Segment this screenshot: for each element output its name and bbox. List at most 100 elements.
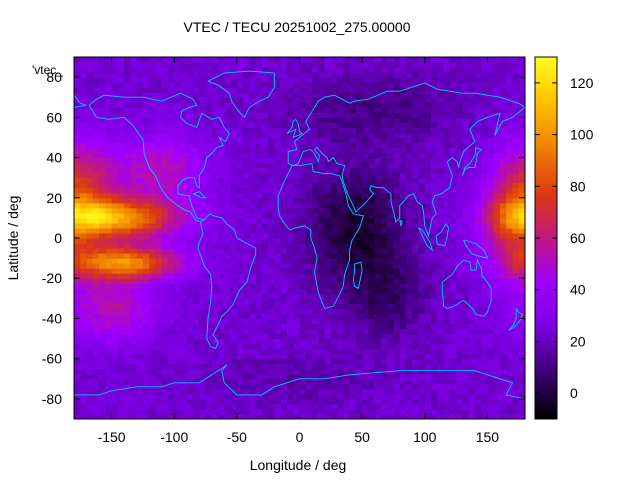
heatmap-cell: [312, 318, 319, 325]
heatmap-cell: [355, 268, 363, 274]
heatmap-cell: [293, 388, 301, 395]
heatmap-cell: [268, 107, 276, 113]
heatmap-cell: [468, 373, 476, 380]
heatmap-cell: [86, 147, 94, 154]
heatmap-cell: [180, 87, 188, 93]
heatmap-cell: [380, 187, 388, 194]
heatmap-cell: [405, 57, 413, 63]
heatmap-cell: [105, 67, 113, 73]
heatmap-cell: [443, 137, 451, 144]
heatmap-cell: [399, 227, 407, 234]
heatmap-cell: [330, 398, 338, 405]
heatmap-cell: [399, 343, 407, 350]
heatmap-cell: [299, 373, 307, 380]
heatmap-cell: [324, 358, 332, 365]
heatmap-cell: [268, 222, 276, 229]
heatmap-cell: [218, 303, 225, 309]
heatmap-cell: [186, 192, 194, 199]
heatmap-cell: [268, 157, 276, 164]
heatmap-cell: [186, 62, 194, 68]
heatmap-cell: [312, 238, 319, 244]
heatmap-cell: [124, 67, 131, 73]
heatmap-cell: [368, 132, 376, 139]
heatmap-cell: [130, 77, 138, 83]
heatmap-cell: [255, 137, 263, 144]
heatmap-cell: [493, 263, 501, 269]
heatmap-cell: [330, 288, 338, 294]
heatmap-cell: [474, 323, 482, 330]
heatmap-cell: [205, 348, 213, 355]
heatmap-cell: [443, 353, 451, 360]
heatmap-cell: [268, 122, 276, 128]
heatmap-cell: [355, 253, 363, 259]
heatmap-cell: [493, 358, 501, 365]
heatmap-cell: [136, 202, 144, 209]
heatmap-cell: [481, 368, 489, 375]
heatmap-cell: [487, 187, 495, 194]
heatmap-cell: [193, 253, 200, 259]
heatmap-cell: [456, 182, 463, 189]
heatmap-cell: [481, 348, 489, 355]
heatmap-cell: [211, 268, 219, 274]
heatmap-cell: [86, 72, 94, 78]
heatmap-cell: [374, 132, 382, 139]
heatmap-cell: [286, 298, 294, 304]
heatmap-cell: [286, 358, 294, 365]
heatmap-cell: [443, 363, 451, 370]
heatmap-cell: [380, 222, 388, 229]
heatmap-cell: [449, 393, 457, 400]
heatmap-cell: [117, 413, 125, 419]
heatmap-cell: [92, 243, 100, 249]
heatmap-cell: [149, 122, 157, 128]
heatmap-cell: [92, 122, 100, 128]
heatmap-cell: [161, 368, 169, 375]
heatmap-cell: [268, 368, 276, 375]
heatmap-cell: [393, 328, 401, 335]
heatmap-cell: [324, 293, 332, 299]
heatmap-cell: [142, 192, 150, 199]
heatmap-cell: [111, 72, 119, 78]
heatmap-cell: [92, 62, 100, 68]
heatmap-cell: [474, 82, 482, 88]
heatmap-cell: [324, 403, 332, 410]
heatmap-cell: [330, 137, 338, 144]
heatmap-cell: [161, 388, 169, 395]
heatmap-cell: [111, 142, 119, 149]
heatmap-cell: [205, 278, 213, 284]
heatmap-cell: [387, 82, 395, 88]
heatmap-cell: [437, 117, 445, 123]
heatmap-cell: [136, 137, 144, 144]
heatmap-cell: [493, 268, 501, 274]
heatmap-cell: [418, 217, 426, 224]
heatmap-cell: [117, 147, 125, 154]
heatmap-cell: [80, 333, 88, 340]
heatmap-cell: [405, 82, 413, 88]
heatmap-cell: [424, 248, 432, 254]
heatmap-cell: [481, 187, 489, 194]
heatmap-cell: [74, 253, 81, 259]
heatmap-cell: [374, 227, 382, 234]
heatmap-cell: [268, 82, 276, 88]
heatmap-cell: [161, 258, 169, 264]
heatmap-cell: [199, 363, 207, 370]
heatmap-cell: [274, 152, 282, 159]
heatmap-cell: [468, 137, 476, 144]
heatmap-cell: [124, 157, 131, 164]
heatmap-cell: [405, 393, 413, 400]
heatmap-cell: [324, 232, 332, 239]
heatmap-cell: [211, 403, 219, 410]
heatmap-cell: [324, 72, 332, 78]
heatmap-cell: [261, 273, 269, 279]
heatmap-cell: [230, 202, 238, 209]
heatmap-cell: [424, 243, 432, 249]
heatmap-cell: [443, 77, 451, 83]
heatmap-cell: [343, 87, 351, 93]
heatmap-cell: [443, 398, 451, 405]
heatmap-cell: [393, 373, 401, 380]
heatmap-cell: [274, 348, 282, 355]
heatmap-cell: [274, 293, 282, 299]
heatmap-cell: [443, 403, 451, 410]
heatmap-cell: [368, 107, 376, 113]
heatmap-cell: [412, 77, 420, 83]
heatmap-cell: [355, 187, 363, 194]
